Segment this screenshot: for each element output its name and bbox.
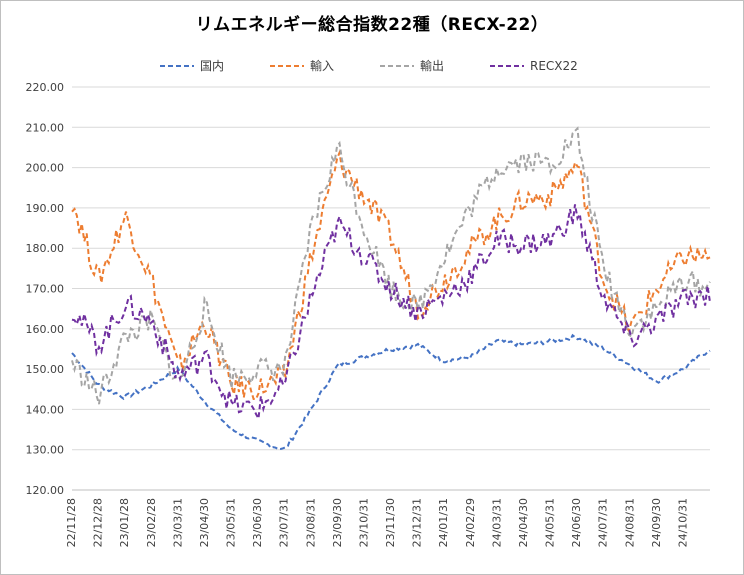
x-tick-label: 23/08/31 bbox=[304, 498, 317, 547]
chart-title: リムエネルギー総合指数22種（RECX-22） bbox=[195, 15, 549, 35]
x-tick-label: 23/01/28 bbox=[118, 498, 131, 547]
legend-label: 輸入 bbox=[310, 58, 334, 73]
x-axis-ticks: 22/11/28 22/12/28 23/01/28 23/02/28 23/03/31… bbox=[65, 498, 689, 547]
x-tick-label: 23/11/30 bbox=[384, 498, 397, 547]
legend-label: 輸出 bbox=[420, 58, 444, 73]
y-tick-label: 140.00 bbox=[26, 403, 65, 416]
series-line-3 bbox=[71, 126, 711, 405]
x-tick-label: 24/02/29 bbox=[464, 498, 477, 547]
series-line-2 bbox=[71, 148, 711, 401]
x-tick-label: 23/07/31 bbox=[278, 498, 291, 547]
y-tick-label: 200.00 bbox=[26, 162, 65, 175]
y-tick-label: 130.00 bbox=[26, 444, 65, 457]
y-axis-ticks: 120.00 130.00 140.00 150.00 160.00 170.00 180.… bbox=[26, 81, 65, 497]
legend-label: RECX22 bbox=[530, 59, 578, 73]
x-tick-label: 22/11/28 bbox=[65, 498, 78, 547]
x-tick-label: 23/03/31 bbox=[171, 498, 184, 547]
y-tick-label: 210.00 bbox=[26, 121, 65, 134]
y-tick-label: 190.00 bbox=[26, 202, 65, 215]
x-tick-label: 24/06/30 bbox=[570, 498, 583, 547]
y-tick-label: 220.00 bbox=[26, 81, 65, 94]
series-lines bbox=[71, 126, 711, 451]
x-tick-label: 23/05/31 bbox=[225, 498, 238, 547]
legend-label: 国内 bbox=[200, 59, 224, 73]
x-tick-label: 24/08/31 bbox=[623, 498, 636, 547]
x-tick-label: 24/05/31 bbox=[544, 498, 557, 547]
y-tick-label: 160.00 bbox=[26, 323, 65, 336]
y-tick-label: 150.00 bbox=[26, 363, 65, 376]
legend: 国内 輸入 輸出 RECX22 bbox=[160, 58, 578, 73]
x-tick-label: 23/09/30 bbox=[331, 498, 344, 547]
y-tick-label: 170.00 bbox=[26, 283, 65, 296]
x-tick-label: 24/07/31 bbox=[597, 498, 610, 547]
x-tick-label: 24/10/31 bbox=[676, 498, 689, 547]
x-tick-label: 23/10/31 bbox=[357, 498, 370, 547]
x-tick-label: 24/04/30 bbox=[517, 498, 530, 547]
x-tick-label: 23/06/30 bbox=[251, 498, 264, 547]
x-tick-label: 23/02/28 bbox=[145, 498, 158, 547]
y-tick-label: 120.00 bbox=[26, 484, 65, 497]
x-tick-label: 22/12/28 bbox=[92, 498, 105, 547]
x-tick-label: 24/03/31 bbox=[490, 498, 503, 547]
series-line-1 bbox=[71, 333, 711, 451]
x-tick-label: 24/09/30 bbox=[650, 498, 663, 547]
gridlines bbox=[72, 86, 710, 491]
y-tick-label: 180.00 bbox=[26, 242, 65, 255]
series-line-4 bbox=[71, 204, 711, 422]
x-tick-label: 23/12/31 bbox=[411, 498, 424, 547]
x-tick-label: 23/04/30 bbox=[198, 498, 211, 547]
x-tick-label: 24/01/31 bbox=[437, 498, 450, 547]
